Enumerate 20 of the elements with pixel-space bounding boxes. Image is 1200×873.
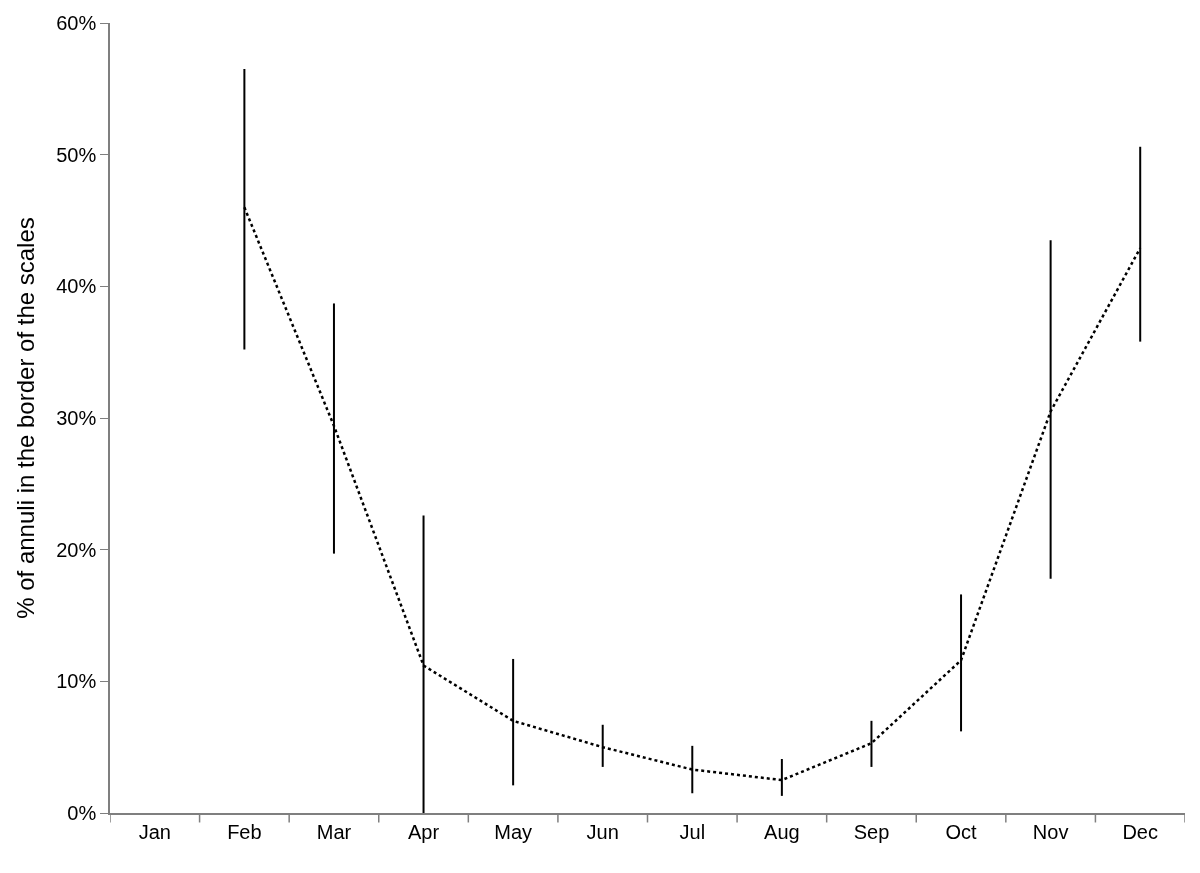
y-axis-title: % of annuli in the border of the scales	[11, 217, 39, 619]
y-tick-label: 40%	[56, 275, 97, 298]
x-tick-label: Jul	[679, 820, 706, 843]
x-tick-label: Apr	[407, 820, 440, 843]
y-tick-label: 60%	[56, 12, 97, 34]
y-tick-label: 0%	[67, 802, 97, 824]
y-tick-label: 50%	[56, 143, 97, 166]
y-tick-label: 10%	[56, 670, 97, 693]
x-tick-label: Jan	[138, 820, 171, 843]
x-tick-label: Dec	[1122, 820, 1158, 843]
x-tick-label: Feb	[227, 820, 262, 843]
x-tick-label: Sep	[853, 820, 890, 843]
y-tick-label: 20%	[56, 538, 97, 561]
x-tick-label: May	[494, 820, 533, 843]
x-tick-label: Jun	[586, 820, 619, 843]
x-tick-label: Nov	[1032, 820, 1069, 843]
x-tick-label: Aug	[764, 820, 800, 843]
y-tick-label: 30%	[56, 407, 97, 429]
x-tick-label: Oct	[945, 820, 978, 843]
x-tick-label: Mar	[316, 820, 352, 843]
